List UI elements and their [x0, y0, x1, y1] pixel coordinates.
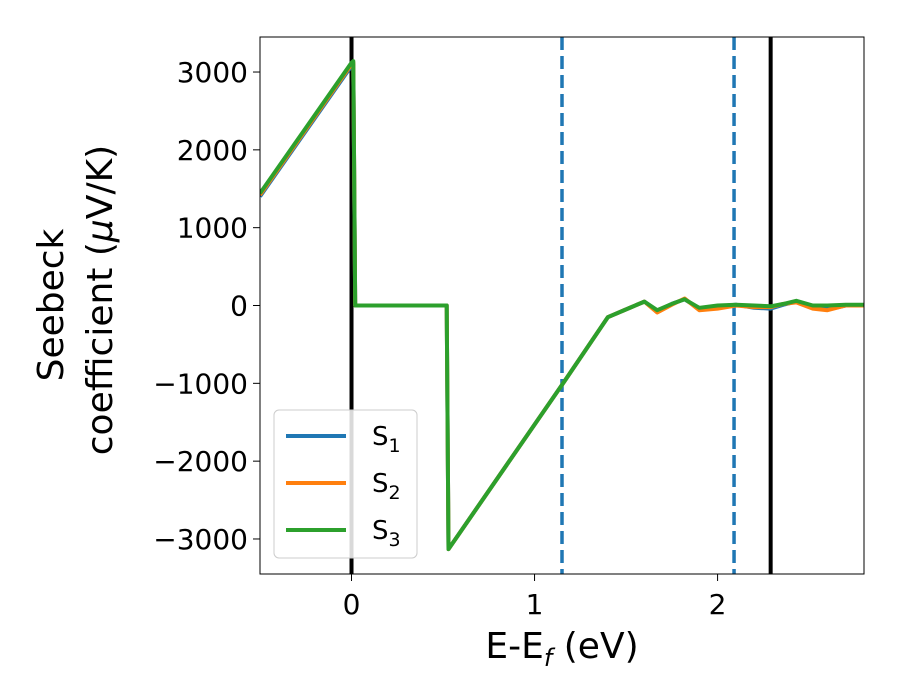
x-tick-label-0: 0 [343, 588, 361, 621]
y-tick-label-6: −3000 [153, 523, 248, 556]
x-axis-ticks: 0 1 2 [343, 574, 727, 621]
y-axis-label-line1: Seebeck [31, 228, 72, 381]
y-tick-label-0: 3000 [177, 56, 248, 89]
legend-label-S3: S3 [372, 516, 401, 551]
legend: S1 S2 S3 [273, 409, 418, 559]
x-tick-label-2: 2 [709, 588, 727, 621]
y-tick-label-5: −2000 [153, 445, 248, 478]
legend-label-S2: S2 [372, 469, 401, 504]
y-axis-label-line2: coefficient (μV/K) [80, 145, 121, 455]
series-lines [260, 59, 864, 552]
y-tick-label-4: −1000 [153, 367, 248, 400]
y-tick-label-3: 0 [230, 290, 248, 323]
y-axis-label: Seebeck coefficient (μV/K) [31, 145, 121, 455]
series-line-S3 [260, 59, 864, 552]
legend-label-S1: S1 [372, 422, 401, 457]
y-tick-label-2: 1000 [177, 212, 248, 245]
x-tick-label-1: 1 [526, 588, 544, 621]
y-axis-ticks: 3000 2000 1000 0 −1000 −2000 −3000 [153, 56, 260, 556]
x-axis-label: E-Ef (eV) [485, 626, 638, 672]
y-tick-label-1: 2000 [177, 134, 248, 167]
